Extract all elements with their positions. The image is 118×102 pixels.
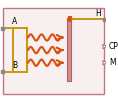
- Polygon shape: [103, 44, 107, 49]
- Text: CP: CP: [109, 42, 118, 51]
- Text: M: M: [109, 58, 115, 67]
- Text: H: H: [96, 9, 101, 18]
- Bar: [67, 18, 71, 81]
- Text: A: A: [12, 17, 17, 26]
- Bar: [1, 70, 4, 73]
- Text: B: B: [12, 60, 17, 69]
- Polygon shape: [103, 60, 107, 65]
- Bar: [103, 18, 106, 21]
- Bar: [1, 27, 4, 30]
